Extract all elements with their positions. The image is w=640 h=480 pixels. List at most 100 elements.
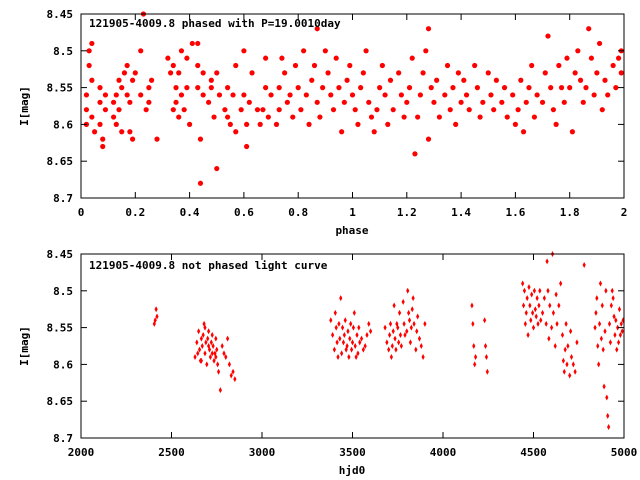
phased-data-point [453,121,459,127]
phased-x-tick-label: 1 [349,206,356,219]
unphased-data-point [340,324,345,331]
phased-data-point [520,129,527,135]
unphased-data-point [551,309,556,316]
phased-data-point [138,92,144,98]
unphased-data-point [545,258,549,265]
unphased-data-point [395,320,399,327]
phased-chart-title: 121905-4009.8 phased with P=19.0010day [89,17,341,30]
phased-data-point [382,92,388,98]
unphased-data-point [398,331,403,338]
phased-data-point [553,121,559,127]
unphased-data-point [532,287,537,294]
phased-data-point [89,114,95,120]
phased-data-point [170,62,176,69]
unphased-data-point [391,328,395,335]
unphased-data-point [544,320,548,327]
unphased-data-point [575,339,579,346]
unphased-data-point [409,324,413,331]
phased-data-point [333,55,339,61]
unphased-data-point [596,343,600,349]
unphased-data-point [204,339,208,346]
phased-data-point [387,77,394,83]
phased-data-point [124,92,130,98]
phased-data-point [599,107,605,113]
phased-data-point [450,85,456,91]
phased-data-point [360,70,366,76]
phased-data-point [374,107,380,113]
phased-data-point [102,107,109,113]
unphased-data-point [607,320,612,327]
phased-data-point [187,121,193,127]
phased-data-point [529,62,535,69]
phased-data-point [176,70,182,76]
unphased-data-point [339,295,343,302]
unphased-data-point [209,339,213,346]
phased-data-point [610,62,616,69]
phased-data-point [132,70,138,76]
phased-data-point [602,77,608,83]
phased-data-point [254,107,261,113]
phased-data-point [197,136,204,142]
unphased-data-point [555,320,559,327]
unphased-data-point [211,343,215,349]
unphased-data-point [343,317,347,324]
unphased-data-point [216,368,221,375]
unphased-data-point [411,295,415,302]
unphased-data-point [336,354,340,361]
unphased-data-point [399,343,403,349]
phased-data-point [83,107,90,113]
unphased-data-point [207,328,211,335]
phased-data-point [138,48,144,54]
phased-data-point [116,107,122,113]
unphased-x-tick-label: 3000 [249,446,276,459]
unphased-data-point [199,335,203,342]
unphased-y-tick-label: 8.45 [47,248,74,261]
unphased-data-point [412,320,416,327]
phased-data-point [504,114,510,120]
unphased-data-point [539,317,543,324]
phased-data-point [146,85,152,91]
unphased-data-point [222,350,226,357]
phased-data-point [491,107,497,113]
phased-data-point [89,77,95,83]
unphased-data-point [388,331,392,338]
unphased-data-point [333,309,337,316]
phased-data-point [129,77,136,83]
unphased-data-point [597,320,602,327]
unphased-data-point [357,324,361,331]
phased-data-point [442,92,448,98]
unphased-data-point [201,331,205,338]
unphased-data-point [197,328,201,335]
phased-data-point [276,107,282,113]
unphased-data-point [471,320,475,327]
phased-data-point [472,62,478,69]
unphased-data-point [594,309,598,316]
phased-data-point [298,107,304,113]
phased-data-point [580,99,586,105]
phased-data-point [412,151,418,157]
phased-data-point [263,55,269,61]
unphased-data-point [394,346,398,353]
phased-data-point [550,107,557,113]
unphased-data-point [154,306,158,313]
phased-data-point [208,85,214,91]
unphased-data-point [526,331,530,338]
phased-data-point [510,92,516,98]
unphased-y-tick-label: 8.7 [53,432,73,445]
unphased-y-tick-label: 8.65 [47,395,74,408]
phased-y-axis-title: I[mag] [18,86,31,126]
unphased-data-point [530,309,535,316]
phased-data-point [246,99,252,105]
phased-data-point [97,99,103,105]
unphased-data-point [521,280,525,287]
phased-data-point [572,70,578,76]
phased-data-point [401,114,407,120]
unphased-x-tick-label: 4500 [520,446,547,459]
unphased-data-point [414,346,418,353]
phased-data-point [349,92,356,98]
unphased-data-point [483,317,487,324]
phased-data-point [358,85,364,91]
phased-data-point [515,107,521,113]
phased-data-point [233,62,239,69]
phased-data-point [173,99,179,105]
